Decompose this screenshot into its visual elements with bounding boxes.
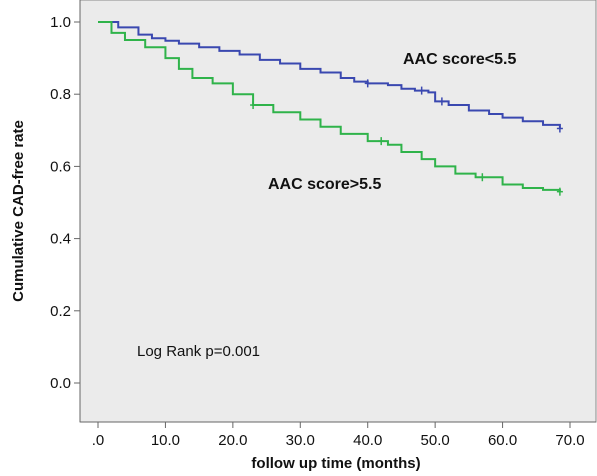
x-tick-label: 30.0 — [286, 432, 315, 449]
x-ticks: .0 10.0 20.0 30.0 40.0 50.0 60.0 70.0 — [92, 422, 585, 449]
series-line-high-score — [98, 21, 561, 192]
x-tick-label: 60.0 — [488, 432, 517, 449]
plot-background — [79, 0, 597, 423]
x-tick-label: 10.0 — [151, 432, 180, 449]
series-layer — [98, 21, 563, 196]
y-ticks: 0.0 0.2 0.4 0.6 0.8 1.0 — [50, 14, 80, 392]
y-tick-label: 0.8 — [50, 86, 71, 103]
x-axis-title: follow up time (months) — [251, 455, 420, 472]
y-tick-label: 0.4 — [50, 231, 71, 248]
x-tick-label: 20.0 — [218, 432, 247, 449]
series-label-high: AAC score>5.5 — [268, 176, 381, 193]
x-tick-label: 50.0 — [421, 432, 450, 449]
log-rank-annotation: Log Rank p=0.001 — [137, 343, 260, 360]
x-tick-label: 40.0 — [353, 432, 382, 449]
y-tick-label: 0.2 — [50, 303, 71, 320]
y-tick-label: 1.0 — [50, 14, 71, 31]
x-tick-label: 70.0 — [555, 432, 584, 449]
x-tick-label: .0 — [92, 432, 105, 449]
series-line-low-score — [98, 21, 561, 129]
y-tick-label: 0.6 — [50, 158, 71, 175]
y-tick-label: 0.0 — [50, 375, 71, 392]
y-axis-title: Cumulative CAD-free rate — [10, 120, 27, 302]
series-label-low: AAC score<5.5 — [403, 51, 516, 68]
